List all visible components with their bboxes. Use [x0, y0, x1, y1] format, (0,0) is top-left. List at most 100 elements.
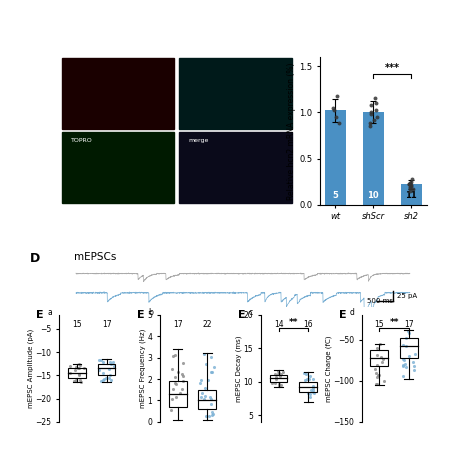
Point	[67, 369, 74, 376]
Point	[374, 361, 381, 368]
Point	[271, 370, 279, 378]
Point	[272, 374, 280, 381]
Point	[172, 379, 179, 387]
Point	[80, 364, 87, 372]
Point	[169, 352, 177, 359]
Point	[207, 368, 215, 376]
Point	[272, 375, 280, 383]
Point	[168, 365, 176, 373]
Point	[110, 363, 118, 370]
Y-axis label: Relative hcn2 mRNA expression (%): Relative hcn2 mRNA expression (%)	[287, 62, 296, 200]
Point	[410, 185, 417, 193]
Text: b: b	[148, 308, 153, 317]
Point	[76, 361, 84, 369]
Bar	[371, 349, 388, 366]
Point	[277, 370, 284, 378]
Point	[309, 383, 317, 390]
Text: merge: merge	[189, 138, 209, 143]
Point	[205, 412, 213, 420]
Text: TOPRO: TOPRO	[71, 138, 93, 143]
Point	[202, 412, 210, 419]
Point	[207, 393, 214, 401]
Point	[100, 375, 108, 383]
Point	[275, 369, 283, 376]
Text: 22: 22	[202, 320, 212, 329]
Y-axis label: mEPSC Amplitude (pA): mEPSC Amplitude (pA)	[27, 329, 34, 408]
Bar	[299, 382, 317, 392]
Point	[405, 353, 412, 360]
Point	[106, 358, 114, 366]
Point	[202, 360, 210, 367]
Point	[106, 365, 113, 373]
Text: 17: 17	[102, 320, 111, 329]
Point	[402, 342, 410, 350]
Text: E: E	[137, 310, 145, 319]
Point	[300, 369, 308, 376]
Point	[366, 119, 374, 127]
Point	[102, 374, 109, 382]
Point	[210, 363, 218, 371]
Point	[406, 183, 413, 191]
Text: c: c	[249, 308, 253, 317]
Y-axis label: mEPSC Charge (fC): mEPSC Charge (fC)	[325, 335, 332, 401]
Point	[96, 366, 103, 374]
Point	[196, 379, 204, 387]
Point	[409, 358, 416, 366]
Point	[367, 109, 374, 116]
Text: mEPSCs: mEPSCs	[74, 252, 116, 262]
Point	[274, 370, 282, 377]
Point	[107, 377, 115, 384]
Point	[97, 356, 105, 364]
Point	[303, 375, 310, 383]
Bar	[199, 390, 216, 409]
Point	[410, 366, 418, 374]
Point	[377, 353, 384, 360]
Point	[407, 182, 415, 189]
Point	[204, 376, 212, 384]
Bar	[98, 364, 115, 375]
Point	[75, 364, 82, 371]
Point	[173, 393, 180, 401]
Point	[410, 362, 418, 370]
Text: 5: 5	[332, 191, 338, 200]
Point	[201, 395, 208, 402]
Point	[376, 340, 383, 348]
Bar	[62, 58, 174, 129]
Point	[407, 182, 415, 190]
Point	[408, 175, 416, 182]
Text: 25 pA: 25 pA	[397, 293, 417, 299]
Point	[400, 356, 408, 364]
Point	[408, 178, 415, 185]
Point	[310, 386, 317, 393]
Bar	[325, 110, 346, 205]
Point	[71, 367, 79, 374]
Point	[379, 355, 387, 363]
Point	[378, 358, 386, 366]
Point	[97, 378, 104, 385]
Point	[402, 335, 410, 342]
Bar	[400, 338, 418, 358]
Point	[330, 107, 338, 114]
Point	[399, 355, 407, 363]
Point	[100, 358, 107, 365]
Point	[405, 181, 413, 188]
Point	[100, 369, 107, 376]
Point	[201, 351, 208, 358]
Point	[178, 370, 185, 378]
Point	[304, 390, 312, 397]
Point	[199, 389, 206, 397]
Point	[70, 377, 77, 384]
Point	[373, 380, 381, 387]
Bar	[179, 132, 292, 203]
Point	[406, 187, 413, 195]
Text: 17: 17	[173, 320, 182, 329]
Point	[372, 107, 380, 114]
Point	[405, 181, 412, 188]
Point	[405, 329, 413, 337]
Point	[179, 378, 186, 385]
Point	[301, 376, 309, 384]
Point	[406, 184, 414, 192]
Point	[411, 350, 419, 358]
Point	[197, 376, 205, 383]
Point	[367, 101, 374, 109]
